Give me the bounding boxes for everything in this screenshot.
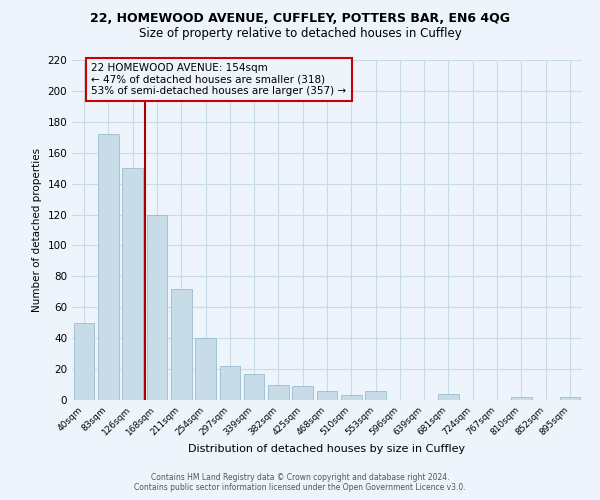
Bar [98, 134, 119, 400]
Bar [268, 384, 289, 400]
Bar [438, 394, 459, 400]
Bar [292, 386, 313, 400]
Text: Contains HM Land Registry data © Crown copyright and database right 2024.
Contai: Contains HM Land Registry data © Crown c… [134, 473, 466, 492]
Bar [244, 374, 265, 400]
Y-axis label: Number of detached properties: Number of detached properties [32, 148, 42, 312]
Bar [317, 390, 337, 400]
Bar [511, 397, 532, 400]
Bar [341, 396, 362, 400]
X-axis label: Distribution of detached houses by size in Cuffley: Distribution of detached houses by size … [188, 444, 466, 454]
Bar [146, 214, 167, 400]
Bar [195, 338, 216, 400]
Bar [560, 397, 580, 400]
Bar [171, 288, 191, 400]
Bar [74, 322, 94, 400]
Bar [122, 168, 143, 400]
Text: 22, HOMEWOOD AVENUE, CUFFLEY, POTTERS BAR, EN6 4QG: 22, HOMEWOOD AVENUE, CUFFLEY, POTTERS BA… [90, 12, 510, 26]
Bar [220, 366, 240, 400]
Text: Size of property relative to detached houses in Cuffley: Size of property relative to detached ho… [139, 28, 461, 40]
Bar [365, 390, 386, 400]
Text: 22 HOMEWOOD AVENUE: 154sqm
← 47% of detached houses are smaller (318)
53% of sem: 22 HOMEWOOD AVENUE: 154sqm ← 47% of deta… [91, 63, 347, 96]
